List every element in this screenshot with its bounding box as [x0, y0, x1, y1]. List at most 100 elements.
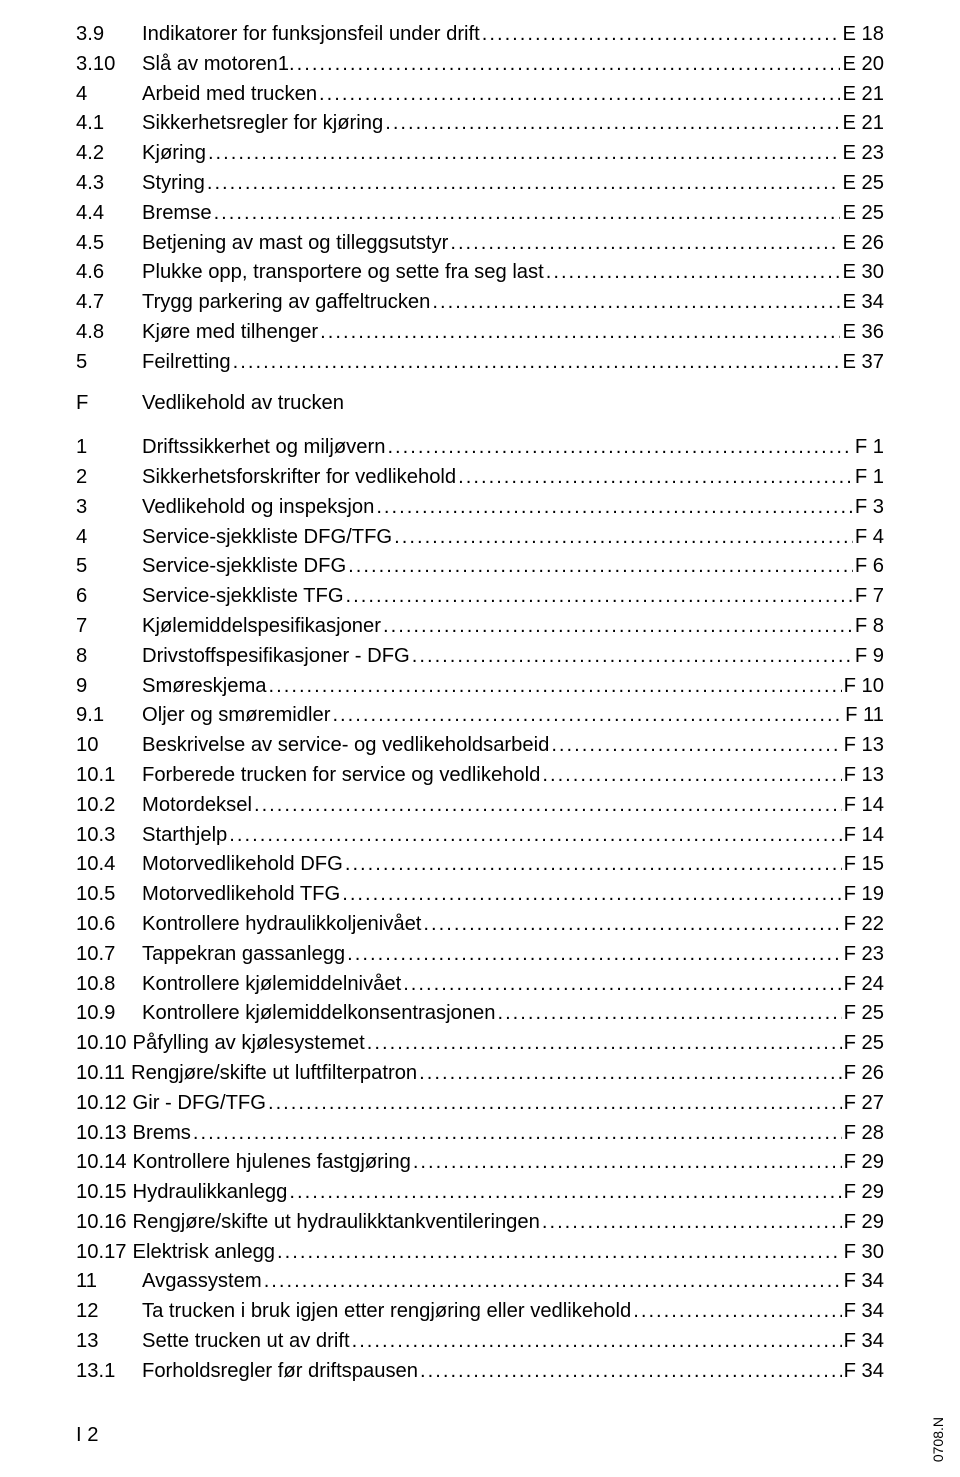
toc-leader-dots — [423, 914, 841, 934]
toc-row: 4.7Trygg parkering av gaffeltrucken E 34 — [76, 292, 884, 312]
toc-title-wrap: Starthjelp F 14 — [142, 825, 884, 845]
toc-page: F 1 — [855, 467, 884, 487]
toc-row: 2Sikkerhetsforskrifter for vedlikehold F… — [76, 467, 884, 487]
toc-leader-dots — [229, 825, 841, 845]
toc-number: 4.7 — [76, 292, 142, 312]
toc-title-wrap: Service-sjekkliste DFG F 6 — [142, 556, 884, 576]
toc-number: 10.14 — [76, 1152, 127, 1172]
toc-title: Rengjøre/skifte ut hydraulikktankventile… — [133, 1212, 540, 1232]
toc-row: 5Service-sjekkliste DFG F 6 — [76, 556, 884, 576]
toc-title-wrap: Kjøring E 23 — [142, 143, 884, 163]
toc-leader-dots — [345, 854, 842, 874]
toc-number: 4 — [76, 84, 142, 104]
toc-title-wrap: Hydraulikkanlegg F 29 — [133, 1182, 884, 1202]
toc-number: 9.1 — [76, 705, 142, 725]
toc-row: 4.2Kjøring E 23 — [76, 143, 884, 163]
toc-row: 10.9Kontrollere kjølemiddelkonsentrasjon… — [76, 1003, 884, 1023]
toc-title-wrap: Betjening av mast og tilleggsutstyr E 26 — [142, 233, 884, 253]
toc-title: Sette trucken ut av drift — [142, 1331, 350, 1351]
toc-row: 4.4Bremse E 25 — [76, 203, 884, 223]
toc-title-wrap: Vedlikehold og inspeksjon F 3 — [142, 497, 884, 517]
toc-title: Kjøring — [142, 143, 206, 163]
toc-page: E 25 — [842, 203, 884, 223]
toc-page: E 37 — [842, 352, 884, 372]
toc-title: Styring — [142, 173, 205, 193]
toc-page: E 36 — [842, 322, 884, 342]
toc-title-wrap: Service-sjekkliste DFG/TFG F 4 — [142, 527, 884, 547]
toc-row: 10.8Kontrollere kjølemiddelnivået F 24 — [76, 974, 884, 994]
toc-page: F 26 — [844, 1063, 884, 1083]
toc-number: 10.5 — [76, 884, 142, 904]
toc-row: 5Feilretting E 37 — [76, 352, 884, 372]
toc-row: 12Ta trucken i bruk igjen etter rengjøri… — [76, 1301, 884, 1321]
toc-title: Kjølemiddelspesifikasjoner — [142, 616, 381, 636]
toc-number: 8 — [76, 646, 142, 666]
toc-row: 10.15Hydraulikkanlegg F 29 — [76, 1182, 884, 1202]
toc-row: 9Smøreskjema F 10 — [76, 676, 884, 696]
toc-title: Brems — [133, 1123, 191, 1143]
toc-number: 10.2 — [76, 795, 142, 815]
toc-page: F 34 — [844, 1271, 884, 1291]
toc-page: F 34 — [844, 1361, 884, 1381]
toc-title-wrap: Kontrollere hjulenes fastgjøring F 29 — [133, 1152, 884, 1172]
toc-title: Oljer og smøremidler — [142, 705, 330, 725]
toc-number: 13 — [76, 1331, 142, 1351]
toc-row: 6Service-sjekkliste TFG F 7 — [76, 586, 884, 606]
toc-row: 10.7Tappekran gassanlegg F 23 — [76, 944, 884, 964]
toc-number: 4 — [76, 527, 142, 547]
toc-number: 5 — [76, 352, 142, 372]
toc-title-wrap: Motorvedlikehold DFG F 15 — [142, 854, 884, 874]
toc-row: 10.3Starthjelp F 14 — [76, 825, 884, 845]
toc-leader-dots — [546, 262, 841, 282]
toc-title-wrap: Driftssikkerhet og miljøvern F 1 — [142, 437, 884, 457]
toc-leader-dots — [450, 233, 840, 253]
toc-leader-dots — [551, 735, 841, 755]
toc-page: E 18 — [842, 24, 884, 44]
toc-title-wrap: Motorvedlikehold TFG F 19 — [142, 884, 884, 904]
toc-leader-dots — [394, 527, 853, 547]
toc-page: F 14 — [844, 795, 884, 815]
toc-row: 10.10Påfylling av kjølesystemet F 25 — [76, 1033, 884, 1053]
toc-title: Arbeid med trucken — [142, 84, 317, 104]
toc-title: Drivstoffspesifikasjoner - DFG — [142, 646, 410, 666]
toc-page: E 34 — [842, 292, 884, 312]
toc-title: Bremse — [142, 203, 212, 223]
doc-code-right: 0708.N — [930, 1417, 946, 1462]
toc-title: Vedlikehold og inspeksjon — [142, 497, 374, 517]
toc-title: Betjening av mast og tilleggsutstyr — [142, 233, 448, 253]
toc-number: 4.4 — [76, 203, 142, 223]
toc-number: 5 — [76, 556, 142, 576]
toc-block-2: 1Driftssikkerhet og miljøvern F 12Sikker… — [76, 437, 884, 1381]
toc-leader-dots — [385, 113, 840, 133]
toc-row: 10.14 Kontrollere hjulenes fastgjøring F … — [76, 1152, 884, 1172]
toc-page: F 29 — [844, 1152, 884, 1172]
toc-title-wrap: Ta trucken i bruk igjen etter rengjøring… — [142, 1301, 884, 1321]
toc-page: F 14 — [844, 825, 884, 845]
toc-leader-dots — [214, 203, 841, 223]
toc-row: 13.1Forholdsregler før driftspausen F 34 — [76, 1361, 884, 1381]
toc-number: 9 — [76, 676, 142, 696]
section-heading-row: F Vedlikehold av trucken — [76, 393, 884, 413]
toc-leader-dots — [319, 84, 840, 104]
toc-title-wrap: Service-sjekkliste TFG F 7 — [142, 586, 884, 606]
toc-leader-dots — [254, 795, 842, 815]
toc-title: Kontrollere kjølemiddelkonsentrasjonen — [142, 1003, 495, 1023]
toc-page: F 13 — [844, 735, 884, 755]
toc-title: Driftssikkerhet og miljøvern — [142, 437, 385, 457]
toc-leader-dots — [264, 1271, 842, 1291]
toc-row: 7Kjølemiddelspesifikasjoner F 8 — [76, 616, 884, 636]
toc-leader-dots — [352, 1331, 842, 1351]
toc-row: 8Drivstoffspesifikasjoner - DFG F 9 — [76, 646, 884, 666]
toc-title-wrap: Gir - DFG/TFG F 27 — [133, 1093, 884, 1113]
toc-page: F 29 — [844, 1182, 884, 1202]
toc-title: Kjøre med tilhenger — [142, 322, 318, 342]
toc-page: F 23 — [844, 944, 884, 964]
toc-title-wrap: Sette trucken ut av drift F 34 — [142, 1331, 884, 1351]
toc-leader-dots — [207, 173, 841, 193]
toc-leader-dots — [403, 974, 841, 994]
toc-title: Hydraulikkanlegg — [133, 1182, 288, 1202]
toc-leader-dots — [233, 352, 841, 372]
toc-row: 4.3Styring E 25 — [76, 173, 884, 193]
toc-title: Forholdsregler før driftspausen — [142, 1361, 418, 1381]
toc-block-1: 3.9Indikatorer for funksjonsfeil under d… — [76, 24, 884, 372]
